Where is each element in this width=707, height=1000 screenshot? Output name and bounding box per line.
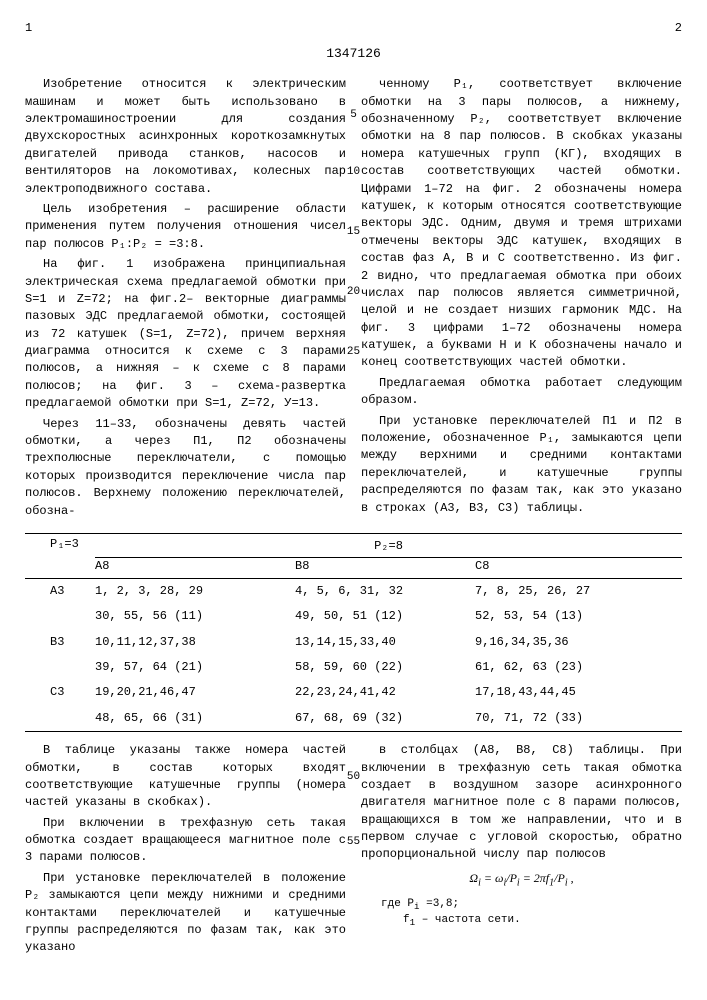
data-table: P₁=3 P₂=8 A8 B8 C8 A31, 2, 3, 28, 294, 5… [25, 533, 682, 732]
table-row: B310,11,12,37,3813,14,15,33,409,16,34,35… [25, 630, 682, 655]
page-header: 1 2 [25, 20, 682, 37]
th-a8: A8 [95, 558, 295, 575]
para: При включении в трехфазную сеть такая об… [25, 815, 346, 867]
para: В таблице указаны также номера частей об… [25, 742, 346, 812]
line-marker: 50 [347, 770, 360, 786]
table-row: 30, 55, 56 (11)49, 50, 51 (12)52, 53, 54… [25, 604, 682, 629]
column-2b: в столбцах (A8, B8, C8) таблицы. При вкл… [361, 742, 682, 960]
line-marker: 10 [347, 165, 360, 181]
th-c8: C8 [475, 558, 682, 575]
column-1b: В таблице указаны также номера частей об… [25, 742, 346, 960]
line-marker: 25 [347, 345, 360, 361]
para: Цель изобретения – расширение области пр… [25, 201, 346, 253]
where-line: f1 – частота сети. [403, 913, 682, 929]
para: При установке переключателей в положение… [25, 870, 346, 957]
line-marker: 5 [350, 108, 357, 124]
table-row: 48, 65, 66 (31)67, 68, 69 (32)70, 71, 72… [25, 706, 682, 732]
para: Через 11–33, обозначены девять частей об… [25, 416, 346, 520]
para: Предлагаемая обмотка работает следующим … [361, 375, 682, 410]
formula: Ωi = ωi/Pi = 2πf1/Pi , [361, 870, 682, 891]
para: в столбцах (A8, B8, C8) таблицы. При вкл… [361, 742, 682, 864]
where-line: где Pi =3,8; [381, 897, 682, 913]
table-header: P₁=3 P₂=8 A8 B8 C8 [25, 533, 682, 579]
page-num-right: 2 [675, 20, 682, 37]
para: При установке переключателей П1 и П2 в п… [361, 413, 682, 517]
line-marker: 20 [347, 285, 360, 301]
th-b8: B8 [295, 558, 475, 575]
line-marker: 55 [347, 835, 360, 851]
patent-number: 1347126 [25, 45, 682, 64]
table-row: 39, 57, 64 (21)58, 59, 60 (22)61, 62, 63… [25, 655, 682, 680]
line-marker: 15 [347, 225, 360, 241]
para: На фиг. 1 изображена принципиальная элек… [25, 256, 346, 413]
page-num-left: 1 [25, 20, 32, 37]
column-2: ченному P₁, соответствует включение обмо… [361, 76, 682, 523]
para: Изобретение относится к электрическим ма… [25, 76, 346, 198]
table-row: C319,20,21,46,4722,23,24,41,4217,18,43,4… [25, 680, 682, 705]
column-1: Изобретение относится к электрическим ма… [25, 76, 346, 523]
th-p2: P₂=8 [95, 536, 682, 558]
table-row: A31, 2, 3, 28, 294, 5, 6, 31, 327, 8, 25… [25, 579, 682, 604]
th-p1: P₁=3 [25, 536, 95, 576]
para: ченному P₁, соответствует включение обмо… [361, 76, 682, 372]
